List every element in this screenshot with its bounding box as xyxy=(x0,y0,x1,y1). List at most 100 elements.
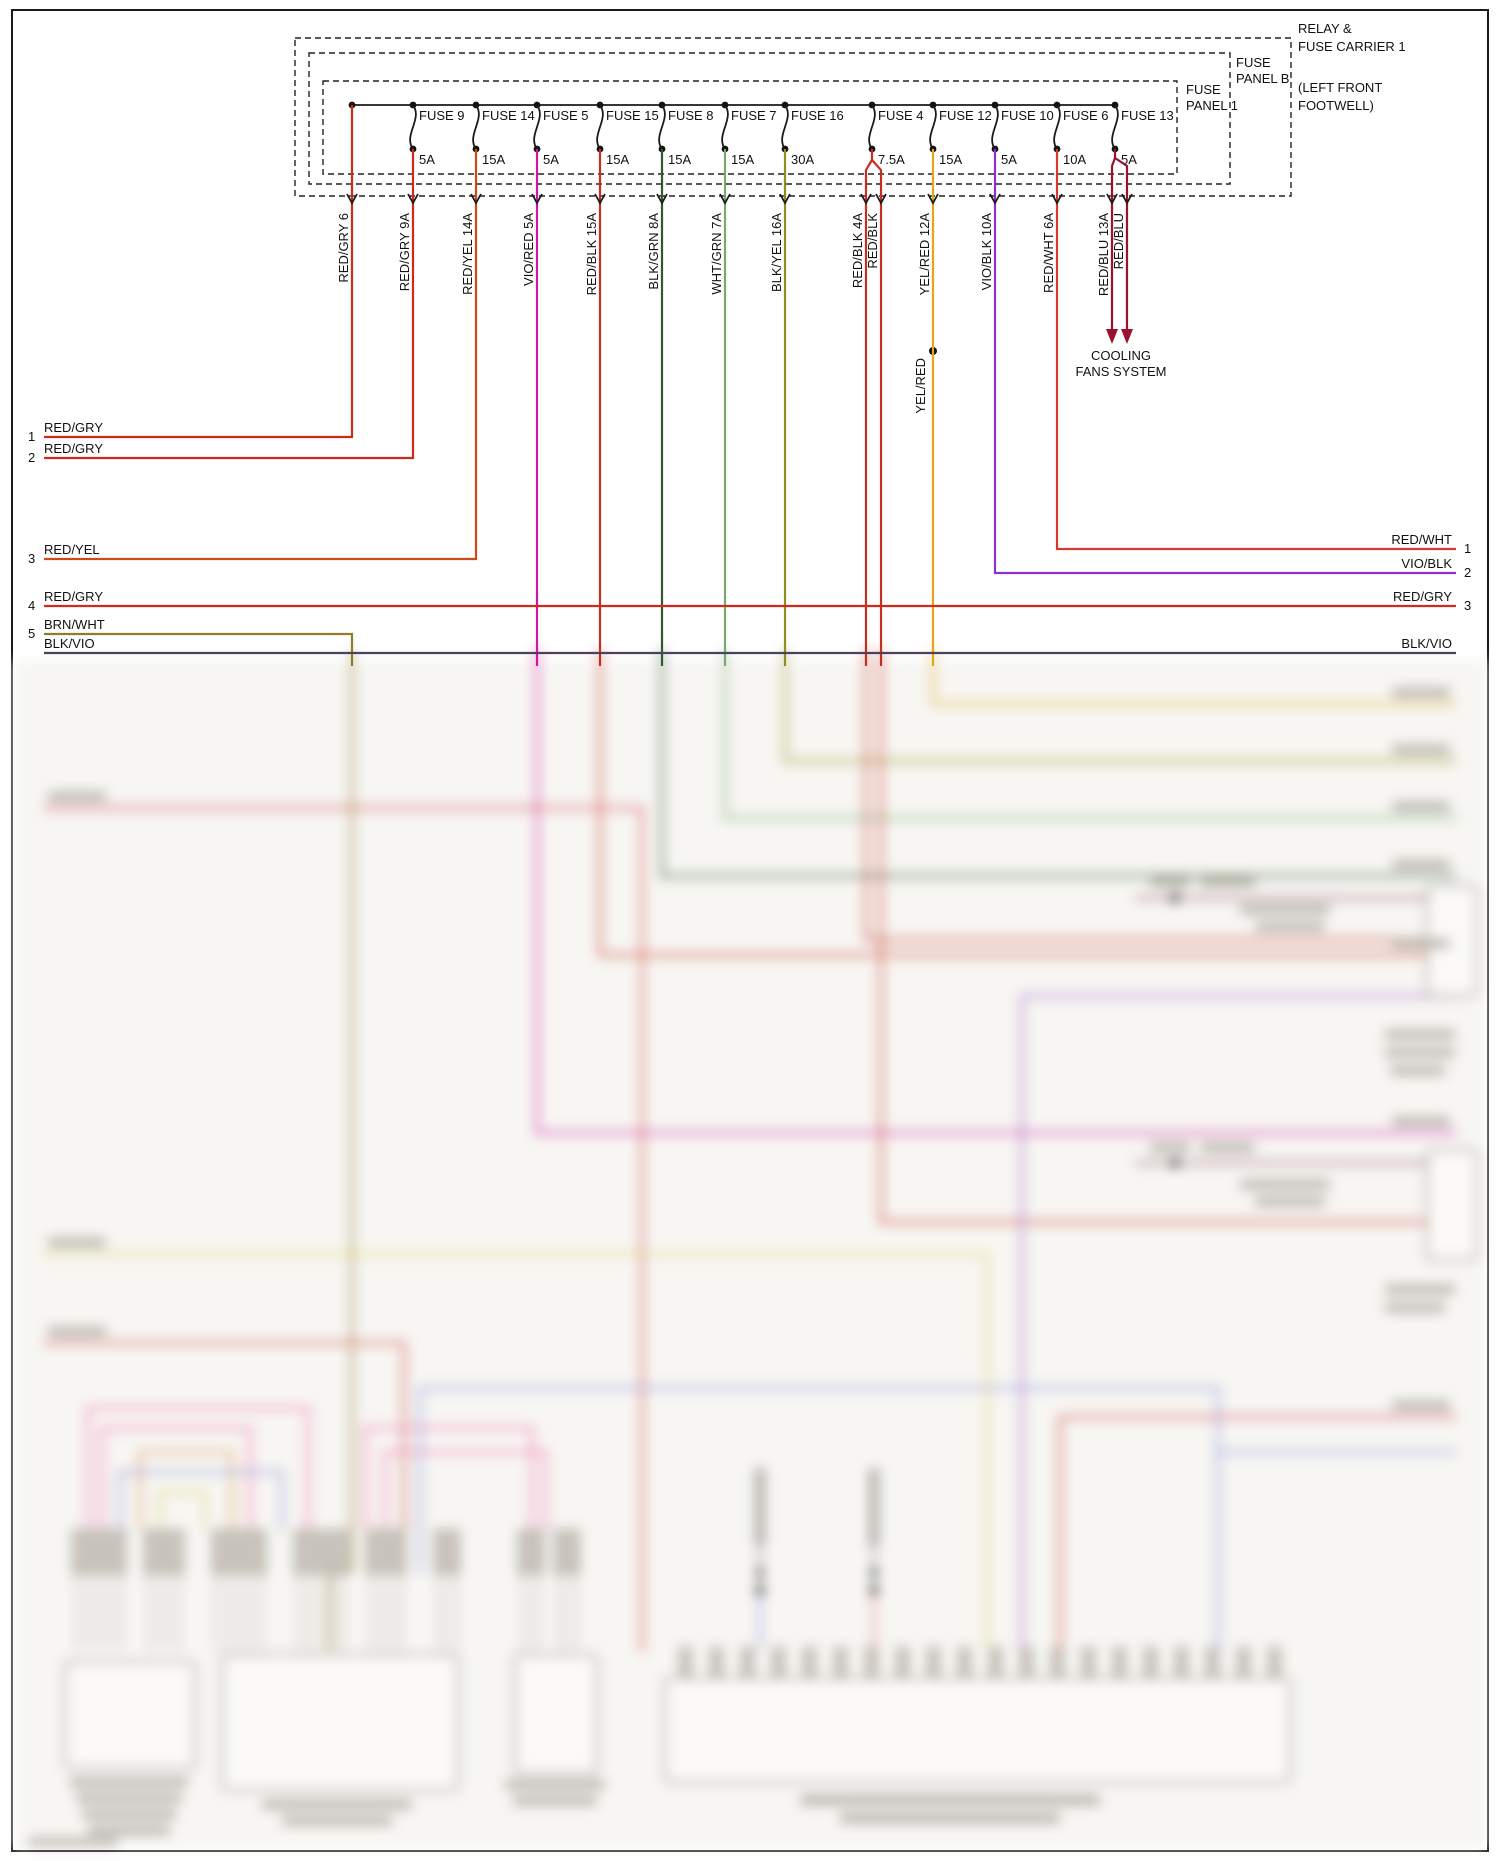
blurred-connector-pin xyxy=(336,1529,348,1575)
fuse-symbol xyxy=(409,104,417,150)
wire-label: BRN/WHT xyxy=(44,617,105,632)
blurred-wire xyxy=(118,1470,284,1530)
blurred-connector-pin xyxy=(568,1529,580,1575)
blurred-module-pin xyxy=(1268,1647,1281,1679)
cooling-fans-label: FANS SYSTEM xyxy=(1075,364,1166,379)
blurred-connector-pin xyxy=(144,1529,156,1575)
wire-fuse-output xyxy=(1110,149,1117,330)
fuse-name-label: FUSE 5 xyxy=(543,108,589,123)
panel-exit-arrow xyxy=(989,193,1001,205)
blurred-text xyxy=(800,1795,1100,1805)
page-border xyxy=(11,9,1489,1852)
blurred-wire xyxy=(363,1426,534,1530)
wire-color-label: RED/GRY 6 xyxy=(336,213,351,283)
connector-pins-group: 1 RED/GRY 2 RED/GRY 3 RED/YEL 4 RED/GRY 5 BRN/WHT… xyxy=(28,420,1471,651)
blurred-text xyxy=(1150,1143,1190,1152)
blurred-connector-pin xyxy=(394,1529,406,1575)
blurred-module-pin xyxy=(896,1647,909,1679)
pin-number: 2 xyxy=(1464,565,1471,580)
blurred-text xyxy=(48,1327,106,1336)
blurred-module-pin xyxy=(927,1647,940,1679)
wire-label: RED/GRY xyxy=(1393,589,1452,604)
cooling-fans-arrow xyxy=(1106,329,1118,344)
blurred-connector-pin xyxy=(172,1529,184,1575)
blurred-connector-pin xyxy=(100,1529,112,1575)
blurred-connector-pin xyxy=(86,1529,98,1575)
pin-number: 3 xyxy=(1464,598,1471,613)
fuse-panel-1-label: PANEL 1 xyxy=(1186,98,1238,113)
fuse-symbol xyxy=(1111,104,1119,150)
blurred-component-box xyxy=(221,1654,459,1791)
blurred-module-pin xyxy=(834,1647,847,1679)
blurred-wire xyxy=(783,648,1456,763)
fuse-name-label: FUSE 4 xyxy=(878,108,924,123)
wire-color-label: WHT/GRN 7A xyxy=(709,213,724,295)
relay-fuse-carrier-box xyxy=(294,37,1292,197)
blurred-text xyxy=(1255,922,1325,931)
blurred-junction-dot xyxy=(869,1585,879,1595)
blurred-wire xyxy=(44,1341,406,1530)
fuse-name-label: FUSE 10 xyxy=(1001,108,1054,123)
pin-number: 1 xyxy=(1464,541,1471,556)
wire-feed xyxy=(44,105,354,439)
blurred-module-pin xyxy=(710,1647,723,1679)
blurred-connector-pin xyxy=(114,1529,126,1575)
relay-carrier-label: RELAY & xyxy=(1298,21,1352,36)
fuse-amp-label: 10A xyxy=(1063,152,1086,167)
yel-red-branch-label: YEL/RED xyxy=(913,358,928,414)
fuse-symbol xyxy=(596,104,604,150)
blurred-text xyxy=(1390,1066,1445,1075)
blurred-component-box xyxy=(64,1661,196,1769)
wire-fuse-output xyxy=(44,149,478,561)
blurred-connector-pin xyxy=(240,1529,252,1575)
blurred-connector-pin xyxy=(366,1529,378,1575)
blurred-connector-pin xyxy=(532,1529,544,1575)
blurred-module-box xyxy=(664,1677,1291,1783)
panel-exit-arrow xyxy=(656,193,668,205)
blurred-module-pin xyxy=(679,1647,692,1679)
wire-fuse-output-branch xyxy=(1114,157,1129,330)
blurred-module-pin xyxy=(1051,1647,1064,1679)
blurred-junction-dot xyxy=(1170,1158,1180,1168)
wire-label: RED/YEL xyxy=(44,542,100,557)
panel-exit-arrow xyxy=(1121,193,1133,205)
blurred-connector-pin xyxy=(380,1529,392,1575)
blurred-text xyxy=(1392,860,1450,869)
pin-number: 1 xyxy=(28,429,35,444)
cooling-fans-arrow xyxy=(1121,329,1133,344)
fuse-name-label: FUSE 15 xyxy=(606,108,659,123)
blurred-connector-pin xyxy=(448,1529,460,1575)
fuse-name-label: FUSE 8 xyxy=(668,108,714,123)
wire-color-label: YEL/RED 12A xyxy=(917,213,932,296)
blurred-connector-pin xyxy=(294,1529,306,1575)
blurred-text xyxy=(1385,1030,1455,1039)
blurred-text xyxy=(505,1780,605,1789)
blurred-text xyxy=(1200,1143,1255,1152)
blurred-module-pin xyxy=(958,1647,971,1679)
wire-color-label: RED/WHT 6A xyxy=(1041,213,1056,293)
blurred-text xyxy=(1392,745,1450,754)
panel-exit-arrow xyxy=(407,193,419,205)
relay-carrier-label: (LEFT FRONT xyxy=(1298,80,1382,95)
wire-label: RED/GRY xyxy=(44,420,103,435)
fuse-amp-label: 15A xyxy=(606,152,629,167)
blurred-text xyxy=(1392,688,1450,697)
wire-color-label: VIO/BLK 10A xyxy=(979,213,994,291)
blurred-text xyxy=(1240,1180,1330,1189)
fuse-panel-1-label: FUSE xyxy=(1186,82,1221,97)
blurred-wire xyxy=(100,1426,252,1530)
blurred-connector-pin xyxy=(226,1529,238,1575)
blurred-wire xyxy=(418,1386,1220,1648)
fuse-name-label: FUSE 13 xyxy=(1121,108,1174,123)
fuse-symbol xyxy=(472,104,480,150)
blurred-diagram-region xyxy=(14,648,1486,1848)
blurred-text xyxy=(70,1778,188,1787)
fuse-amp-label: 7.5A xyxy=(878,152,905,167)
fuse-symbol xyxy=(991,104,999,150)
blurred-wire xyxy=(864,648,1427,942)
panel-exit-arrow xyxy=(719,193,731,205)
wire-color-label: VIO/RED 5A xyxy=(521,213,536,286)
blurred-module-pin xyxy=(741,1647,754,1679)
fuse-panel-1-box xyxy=(322,80,1178,175)
